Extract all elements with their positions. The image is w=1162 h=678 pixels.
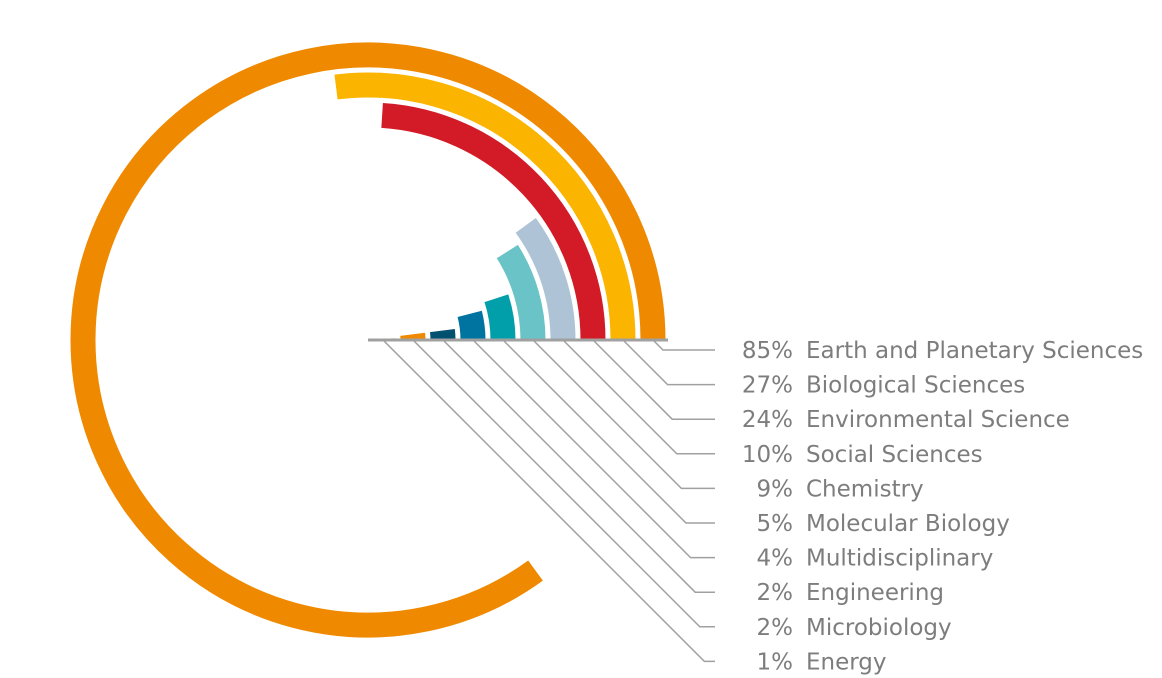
arc-molecular-biology [484, 294, 516, 341]
category-label-engineering: Engineering [806, 580, 944, 606]
leader-line-chemistry [532, 339, 715, 490]
arc-biological-sciences [334, 72, 636, 341]
leader-line-microbiology [412, 339, 715, 628]
leader-line-engineering [442, 339, 715, 593]
arc-chemistry [496, 244, 546, 341]
category-label-microbiology: Microbiology [806, 615, 952, 641]
category-label-social-sciences: Social Sciences [806, 442, 983, 468]
category-label-earth-and-planetary-sciences: Earth and Planetary Sciences [806, 338, 1143, 364]
arc-earth-and-planetary-sciences [70, 42, 666, 638]
arc-environmental-science [381, 102, 606, 341]
value-label-chemistry: 9% [757, 476, 794, 502]
arc-social-sciences [515, 218, 576, 341]
value-label-molecular-biology: 5% [757, 511, 794, 537]
arc-multidisciplinary [457, 310, 486, 341]
leader-line-social-sciences [562, 339, 715, 455]
value-label-microbiology: 2% [757, 615, 794, 641]
leader-line-molecular-biology [502, 339, 715, 524]
value-label-biological-sciences: 27% [742, 373, 793, 399]
category-label-biological-sciences: Biological Sciences [806, 373, 1025, 399]
category-label-energy: Energy [806, 649, 887, 675]
leader-line-biological-sciences [622, 339, 715, 386]
leader-line-energy [382, 339, 715, 663]
value-label-energy: 1% [757, 649, 794, 675]
category-label-multidisciplinary: Multidisciplinary [806, 546, 993, 572]
value-label-earth-and-planetary-sciences: 85% [742, 338, 793, 364]
chart-leader-lines [368, 338, 715, 663]
category-label-environmental-science: Environmental Science [806, 407, 1070, 433]
value-label-social-sciences: 10% [742, 442, 793, 468]
value-label-environmental-science: 24% [742, 407, 793, 433]
category-label-chemistry: Chemistry [806, 476, 924, 502]
value-label-multidisciplinary: 4% [757, 546, 794, 572]
leader-line-multidisciplinary [472, 339, 715, 559]
value-label-engineering: 2% [757, 580, 794, 606]
category-label-molecular-biology: Molecular Biology [806, 511, 1010, 537]
leader-line-environmental-science [592, 339, 715, 420]
chart-labels: 85% Earth and Planetary Sciences 27% Biolog… [742, 338, 1143, 675]
leader-line-earth-and-planetary-sciences [652, 339, 715, 351]
